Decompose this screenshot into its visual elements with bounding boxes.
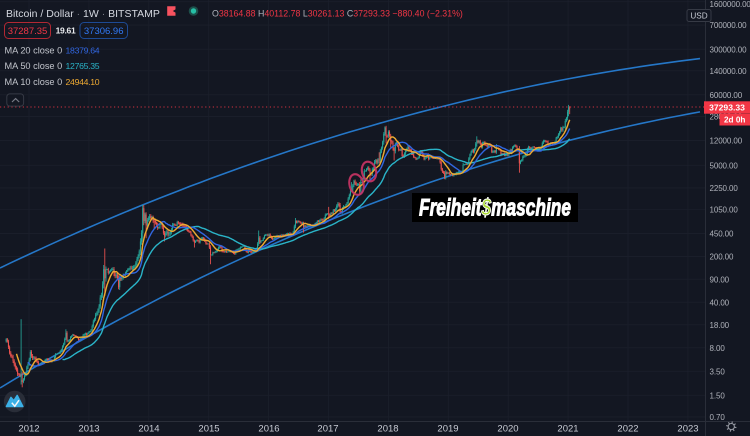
svg-text:2016: 2016 [258, 424, 279, 435]
svg-text:3.50: 3.50 [710, 367, 726, 376]
svg-text:1600000.00: 1600000.00 [710, 0, 750, 9]
svg-text:90.00: 90.00 [710, 275, 730, 284]
svg-text:1050.00: 1050.00 [710, 206, 739, 215]
svg-text:60000.00: 60000.00 [710, 91, 743, 100]
svg-text:140000.00: 140000.00 [710, 67, 748, 76]
svg-text:2015: 2015 [198, 424, 219, 435]
svg-text:2014: 2014 [138, 424, 159, 435]
svg-text:18379.64: 18379.64 [66, 45, 100, 55]
svg-text:MA 50 close 0: MA 50 close 0 [5, 61, 63, 71]
svg-text:2250.00: 2250.00 [710, 184, 739, 193]
svg-text:2020: 2020 [497, 424, 518, 435]
svg-text:12000.00: 12000.00 [710, 137, 743, 146]
svg-text:0.70: 0.70 [710, 413, 726, 422]
svg-text:40.00: 40.00 [710, 298, 730, 307]
svg-text:2017: 2017 [317, 424, 338, 435]
svg-text:2023: 2023 [677, 424, 698, 435]
svg-text:2d 0h: 2d 0h [724, 115, 745, 124]
svg-text:24944.10: 24944.10 [66, 77, 100, 87]
svg-text:19.61: 19.61 [56, 26, 76, 36]
svg-text:Freiheit$maschine: Freiheit$maschine [419, 195, 571, 222]
svg-text:Bitcoin / Dollar · 1W · BITSTA: Bitcoin / Dollar · 1W · BITSTAMP [6, 8, 160, 20]
svg-text:37287.35: 37287.35 [8, 26, 48, 37]
svg-text:2013: 2013 [78, 424, 99, 435]
svg-text:37306.96: 37306.96 [84, 26, 124, 37]
svg-text:12765.35: 12765.35 [66, 61, 100, 71]
svg-text:8.00: 8.00 [710, 344, 726, 353]
svg-text:450.00: 450.00 [710, 230, 735, 239]
svg-text:1.50: 1.50 [710, 391, 726, 400]
svg-text:2021: 2021 [557, 424, 578, 435]
svg-text:MA 20 close 0: MA 20 close 0 [5, 45, 63, 55]
svg-text:300000.00: 300000.00 [710, 45, 748, 54]
svg-text:2018: 2018 [377, 424, 398, 435]
svg-text:2022: 2022 [617, 424, 638, 435]
svg-text:700000.00: 700000.00 [710, 21, 748, 30]
svg-text:2012: 2012 [18, 424, 39, 435]
svg-text:USD: USD [690, 12, 707, 21]
svg-text:200.00: 200.00 [710, 253, 735, 262]
svg-text:18.00: 18.00 [710, 321, 730, 330]
svg-text:MA 10 close 0: MA 10 close 0 [5, 77, 63, 87]
svg-text:37293.33: 37293.33 [709, 102, 745, 112]
svg-text:5000.00: 5000.00 [710, 161, 739, 170]
svg-text:2019: 2019 [437, 424, 458, 435]
svg-text:O38164.88 H40112.78 L30261.1: O38164.88 H40112.78 L30261.13 C37293.33 … [212, 9, 463, 19]
